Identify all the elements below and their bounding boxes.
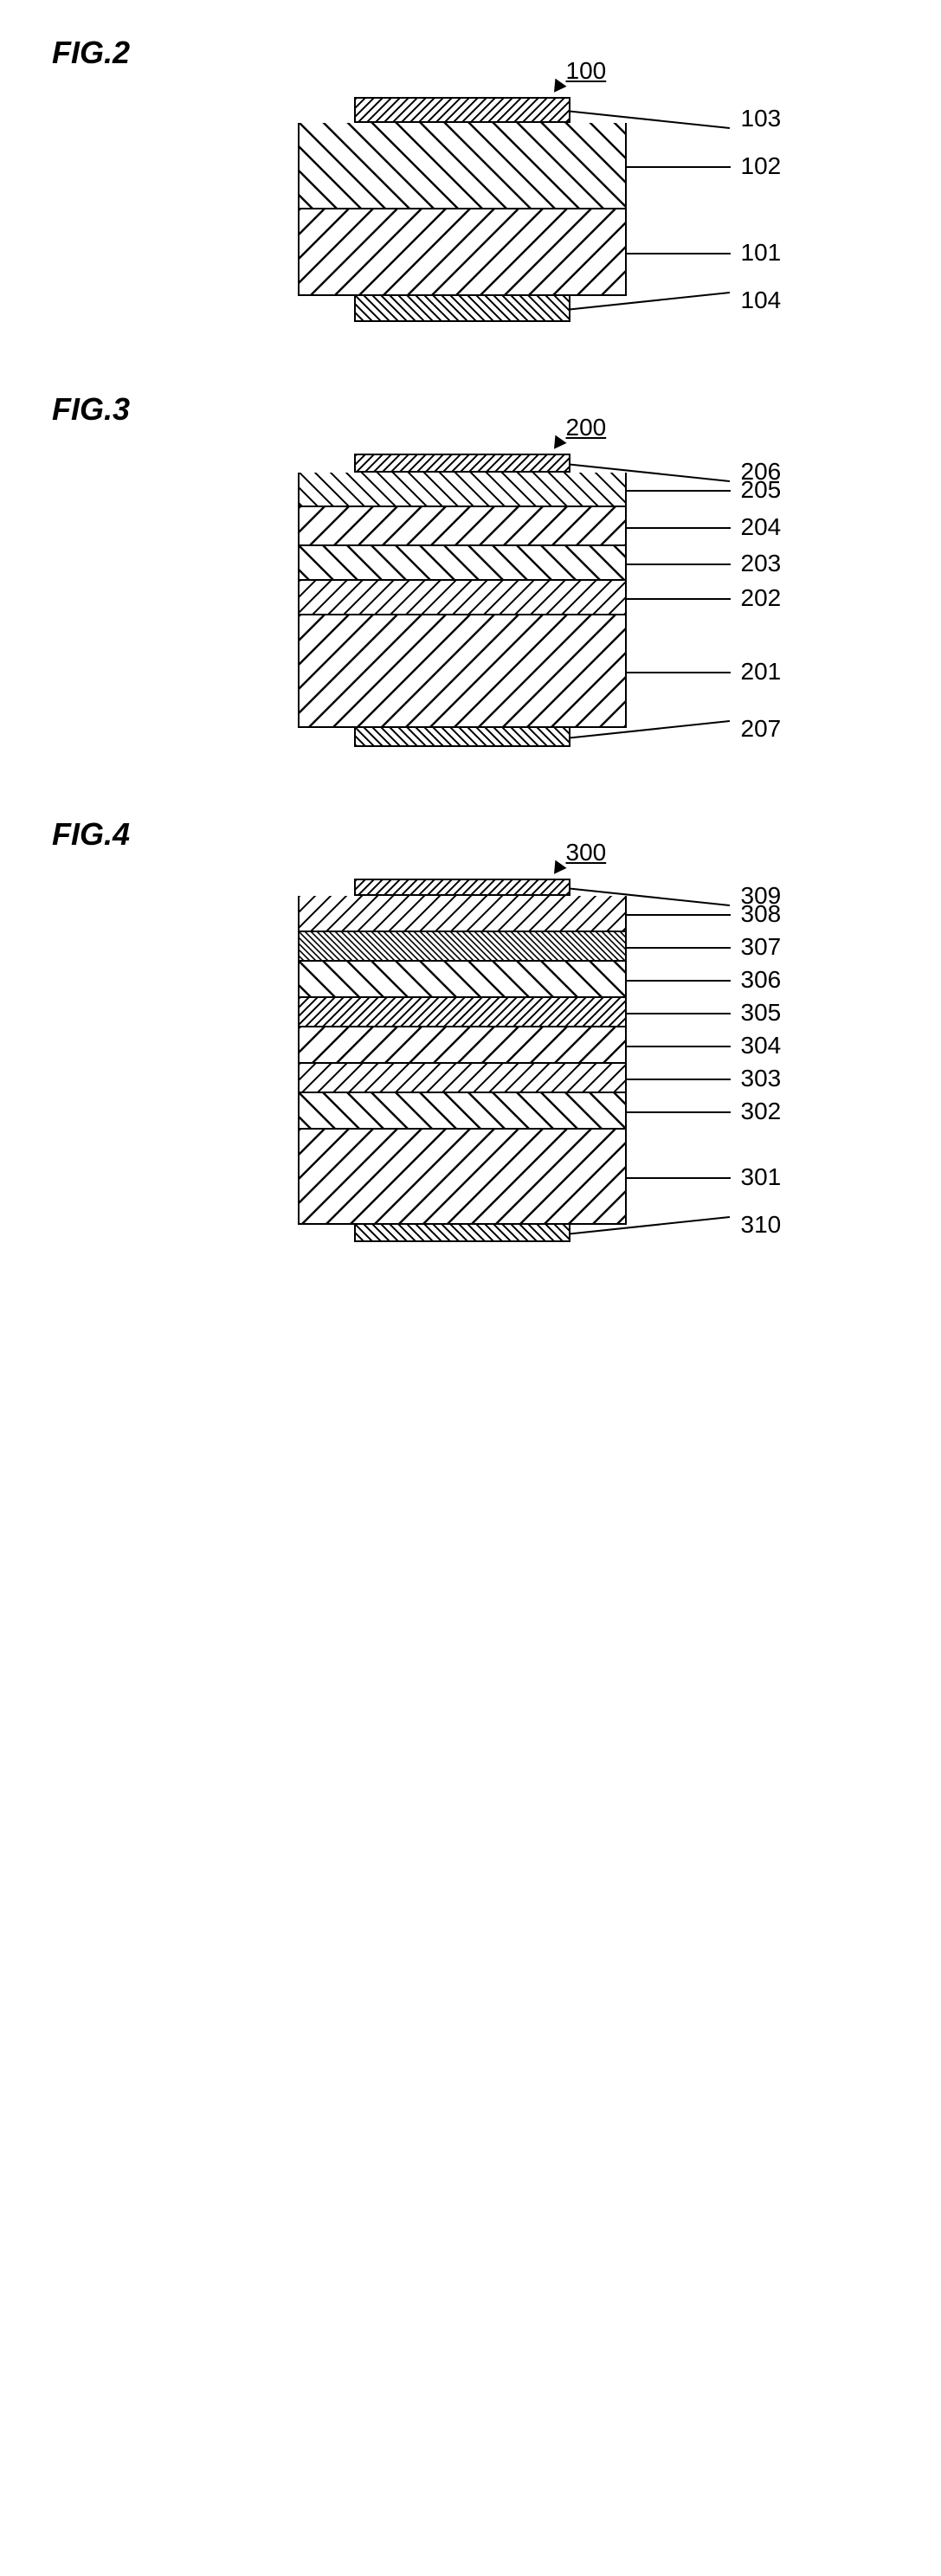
layer-label: 307	[741, 933, 782, 961]
leader-line	[622, 914, 731, 916]
layer-label: 202	[741, 584, 782, 612]
layer-label: 204	[741, 513, 782, 541]
figure-title: FIG.3	[52, 391, 915, 428]
figure-title: FIG.4	[52, 816, 915, 853]
leader-line	[622, 672, 731, 673]
leader-line	[622, 564, 731, 565]
figure-block: FIG.4 300309308307306305304303302301310	[26, 816, 915, 1242]
layer	[298, 209, 627, 296]
leader-line	[622, 1046, 731, 1047]
leader-line	[622, 980, 731, 982]
layer	[354, 97, 570, 123]
arrow-icon	[548, 79, 566, 97]
figure-set: FIG.2100103102101104FIG.3200206205204203…	[26, 35, 915, 1242]
layer-stack	[298, 879, 627, 1242]
layer-label: 306	[741, 966, 782, 994]
layer	[298, 1027, 627, 1064]
diagram-container: 200206205204203202201207	[26, 454, 915, 747]
layer	[298, 473, 627, 507]
layer-stack	[298, 97, 627, 322]
layer	[354, 728, 570, 747]
layer-label: 103	[741, 105, 782, 132]
diagram-container: 300309308307306305304303302301310	[26, 879, 915, 1242]
layer	[298, 932, 627, 962]
layer-label: 104	[741, 287, 782, 314]
layer-label: 302	[741, 1098, 782, 1125]
stack-wrap: 300309308307306305304303302301310	[194, 879, 748, 1242]
layer-label: 301	[741, 1163, 782, 1191]
layer	[354, 454, 570, 473]
leader-line	[622, 166, 731, 168]
stack-wrap: 100103102101104	[194, 97, 748, 322]
layer-label: 102	[741, 152, 782, 180]
layer-label: 205	[741, 476, 782, 504]
layer-label: 207	[741, 715, 782, 743]
figure-block: FIG.2100103102101104	[26, 35, 915, 322]
layer	[298, 615, 627, 728]
figure-block: FIG.3 200206205204203202201207	[26, 391, 915, 747]
layer-label: 203	[741, 550, 782, 577]
assembly-id-label: 100	[566, 57, 607, 85]
layer	[354, 879, 570, 896]
leader-line	[622, 527, 731, 529]
leader-line	[622, 1111, 731, 1113]
arrow-icon	[548, 435, 566, 454]
layer-stack	[298, 454, 627, 747]
layer-label: 303	[741, 1065, 782, 1092]
layer	[298, 1093, 627, 1130]
layer	[298, 998, 627, 1027]
layer	[298, 546, 627, 581]
leader-line	[622, 947, 731, 949]
layer-label: 304	[741, 1032, 782, 1059]
layer	[298, 123, 627, 209]
layer	[354, 296, 570, 322]
layer	[354, 1225, 570, 1242]
assembly-id-label: 200	[566, 414, 607, 441]
layer	[298, 962, 627, 998]
leader-line	[622, 1079, 731, 1080]
figure-title: FIG.2	[52, 35, 915, 71]
layer-label: 305	[741, 999, 782, 1027]
arrow-icon	[548, 860, 566, 879]
layer	[298, 1130, 627, 1225]
leader-line	[622, 598, 731, 600]
leader-line	[622, 1013, 731, 1014]
layer	[298, 896, 627, 932]
leader-line	[622, 490, 731, 492]
layer	[298, 1064, 627, 1093]
layer	[298, 581, 627, 615]
layer-label: 201	[741, 658, 782, 686]
layer-label: 308	[741, 900, 782, 928]
leader-line	[622, 1177, 731, 1179]
layer	[298, 507, 627, 546]
leader-line	[622, 253, 731, 254]
layer-label: 101	[741, 239, 782, 267]
stack-wrap: 200206205204203202201207	[194, 454, 748, 747]
layer-label: 310	[741, 1211, 782, 1239]
diagram-container: 100103102101104	[26, 97, 915, 322]
assembly-id-label: 300	[566, 839, 607, 866]
